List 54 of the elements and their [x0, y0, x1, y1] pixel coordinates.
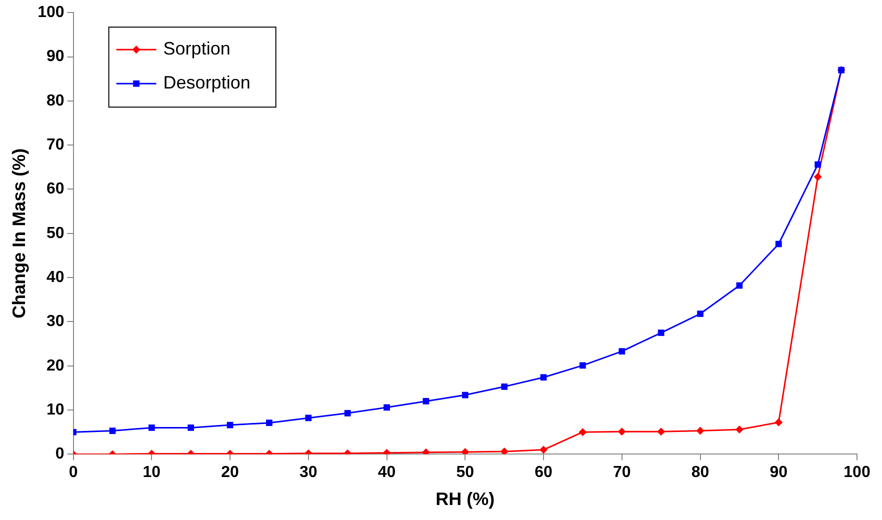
x-tick-label: 0 [68, 464, 78, 482]
point [501, 383, 508, 390]
point [500, 448, 508, 454]
legend-label: Sorption [163, 38, 230, 59]
x-axis-title: RH (%) [436, 489, 495, 510]
x-tick-label: 70 [612, 464, 631, 482]
point [578, 428, 587, 436]
point [266, 420, 272, 426]
y-axis-title: Change In Mass (%) [8, 148, 29, 318]
point [462, 392, 468, 398]
point [461, 448, 470, 454]
point [775, 240, 782, 248]
point [422, 398, 430, 404]
point [109, 428, 116, 434]
x-tick-label: 10 [142, 464, 161, 482]
point [305, 414, 312, 422]
x-tick-label: 90 [770, 464, 788, 482]
x-tick-label: 80 [691, 464, 710, 482]
y-tick-label: 80 [46, 92, 64, 110]
point [344, 410, 351, 416]
y-tick-label: 100 [38, 4, 64, 22]
point [422, 448, 430, 454]
point [697, 310, 704, 317]
x-tick-label: 60 [534, 464, 553, 482]
y-tick-label: 90 [46, 48, 64, 66]
y-tick-label: 70 [46, 136, 64, 154]
y-tick-label: 10 [46, 401, 64, 418]
y-tick-label: 30 [46, 313, 64, 330]
point [580, 362, 586, 369]
point [540, 446, 548, 454]
y-tick-label: 50 [46, 224, 64, 242]
point [657, 428, 666, 436]
point [735, 425, 744, 434]
y-tick-label: 40 [46, 268, 64, 286]
legend-label: Desorption [163, 72, 250, 93]
point [188, 424, 194, 431]
x-tick-label: 100 [844, 464, 870, 482]
x-tick-label: 20 [221, 464, 240, 482]
point [658, 330, 664, 336]
x-tick-label: 30 [300, 464, 318, 482]
point [814, 172, 822, 181]
x-tick-label: 50 [456, 464, 474, 482]
y-tick-label: 60 [46, 180, 64, 198]
point [696, 426, 704, 435]
point [618, 428, 626, 436]
point [774, 418, 783, 426]
y-tick-label: 20 [46, 357, 64, 374]
point [148, 424, 155, 431]
point [618, 348, 626, 354]
point [540, 374, 547, 381]
y-tick-label: 0 [55, 446, 64, 463]
point [814, 161, 821, 168]
point [384, 404, 390, 411]
x-tick-label: 40 [378, 464, 396, 482]
